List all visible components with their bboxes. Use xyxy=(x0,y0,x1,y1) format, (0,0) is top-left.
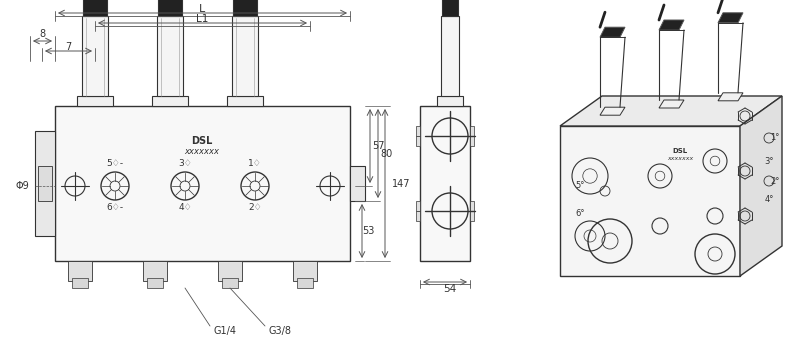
Bar xyxy=(420,106,470,261)
Text: Φ9: Φ9 xyxy=(15,181,29,191)
Bar xyxy=(158,0,182,16)
Text: DSL: DSL xyxy=(673,148,687,154)
Text: xxxxxxx: xxxxxxx xyxy=(667,156,693,161)
Bar xyxy=(416,211,420,221)
Bar xyxy=(38,166,52,201)
Text: G1/4: G1/4 xyxy=(214,326,237,336)
Bar xyxy=(233,0,257,16)
Text: L1: L1 xyxy=(196,14,208,24)
Text: 7: 7 xyxy=(65,42,71,52)
Bar xyxy=(416,126,420,136)
Bar xyxy=(470,211,474,221)
Text: 6♢-: 6♢- xyxy=(106,204,123,213)
Bar xyxy=(232,16,258,96)
Bar xyxy=(55,106,350,261)
Bar xyxy=(152,96,188,106)
Text: xxxxxxx: xxxxxxx xyxy=(185,147,219,156)
Text: 2♢: 2♢ xyxy=(248,204,262,213)
Text: 8: 8 xyxy=(39,29,45,39)
Text: 80: 80 xyxy=(380,149,392,159)
Text: 6°: 6° xyxy=(575,209,585,219)
Bar xyxy=(470,126,474,136)
Bar xyxy=(222,278,238,288)
Bar xyxy=(83,0,107,16)
Bar xyxy=(350,166,365,201)
Bar xyxy=(218,261,242,281)
Bar xyxy=(437,96,463,106)
Text: 4°: 4° xyxy=(764,194,774,204)
Text: 1♢: 1♢ xyxy=(248,158,262,168)
Bar xyxy=(441,16,459,96)
Text: L: L xyxy=(199,4,205,14)
Polygon shape xyxy=(659,100,684,108)
Bar xyxy=(297,278,313,288)
Bar xyxy=(147,278,163,288)
Polygon shape xyxy=(600,27,625,37)
Bar xyxy=(68,261,92,281)
Polygon shape xyxy=(740,96,782,276)
Bar xyxy=(442,0,458,16)
Text: G3/8: G3/8 xyxy=(269,326,291,336)
Text: 54: 54 xyxy=(443,284,457,294)
Bar xyxy=(470,136,474,146)
Bar xyxy=(82,16,108,96)
Text: 5♢-: 5♢- xyxy=(106,158,123,168)
Text: 2°: 2° xyxy=(770,177,780,185)
Bar xyxy=(72,278,88,288)
Polygon shape xyxy=(560,96,782,126)
Bar xyxy=(227,96,263,106)
Text: 3°: 3° xyxy=(764,157,774,166)
Bar xyxy=(157,16,183,96)
Polygon shape xyxy=(718,93,743,101)
Bar xyxy=(416,136,420,146)
Text: 147: 147 xyxy=(392,179,410,189)
Bar xyxy=(77,96,113,106)
Bar xyxy=(143,261,167,281)
Text: 57: 57 xyxy=(372,141,385,151)
Polygon shape xyxy=(560,126,740,276)
Polygon shape xyxy=(718,13,743,23)
Text: 3♢: 3♢ xyxy=(178,158,192,168)
Text: 1°: 1° xyxy=(770,134,780,142)
Text: 53: 53 xyxy=(362,226,374,236)
Bar xyxy=(35,131,55,236)
Polygon shape xyxy=(659,20,684,30)
Bar xyxy=(416,201,420,211)
Bar xyxy=(293,261,317,281)
Text: DSL: DSL xyxy=(191,136,213,146)
Bar xyxy=(470,201,474,211)
Text: 4♢: 4♢ xyxy=(178,204,192,213)
Text: 5°: 5° xyxy=(575,182,585,190)
Polygon shape xyxy=(600,107,625,115)
